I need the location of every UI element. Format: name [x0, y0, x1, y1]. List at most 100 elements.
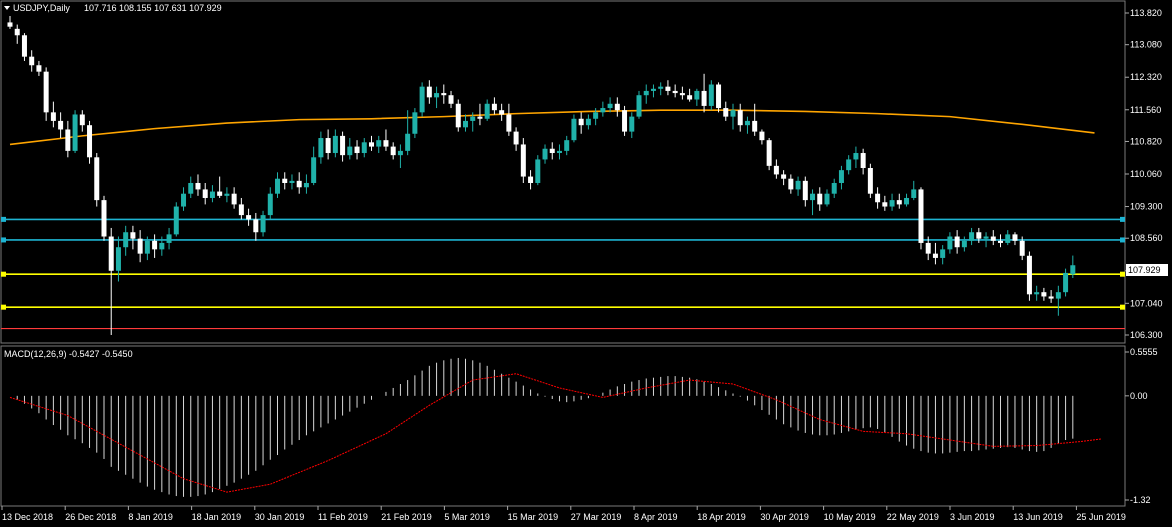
- price-tick-label: 108.560: [1130, 233, 1163, 243]
- candle-body: [434, 93, 440, 98]
- candle-body: [810, 193, 816, 201]
- candle-body: [643, 90, 649, 96]
- candle-body: [998, 240, 1004, 243]
- candle-body: [932, 253, 938, 258]
- candle-body: [115, 247, 121, 271]
- candle-body: [332, 135, 338, 154]
- candle-body: [470, 116, 476, 121]
- candle-body: [369, 142, 374, 147]
- candle-body: [723, 108, 729, 117]
- candle: [600, 101, 606, 117]
- candle: [296, 172, 302, 194]
- symbol-label: USDJPY,Daily: [13, 3, 70, 13]
- candle: [802, 176, 808, 207]
- candle: [643, 84, 649, 104]
- candle-body: [795, 180, 801, 190]
- time-tick-label: 25 Jun 2019: [1076, 512, 1126, 522]
- candle-body: [564, 140, 570, 151]
- candle: [181, 187, 187, 211]
- candle-body: [282, 178, 288, 183]
- candle: [426, 80, 432, 104]
- candle: [506, 103, 512, 136]
- candle: [810, 189, 816, 216]
- candle: [419, 82, 425, 117]
- candle-body: [318, 138, 324, 158]
- price-tick-label: 109.300: [1130, 202, 1163, 212]
- candle: [340, 131, 346, 162]
- candle-body: [7, 22, 13, 27]
- candle-body: [289, 180, 295, 183]
- candle: [455, 99, 461, 132]
- candle-body: [1063, 272, 1069, 293]
- candle: [766, 138, 772, 171]
- level-handle-right-cyan-upper[interactable]: [1120, 216, 1125, 222]
- time-tick-label: 8 Jan 2019: [128, 512, 173, 522]
- candle-body: [687, 95, 693, 100]
- candle-body: [817, 193, 823, 205]
- price-tick-label: 113.080: [1130, 40, 1162, 50]
- level-handle-right-cyan-lower[interactable]: [1120, 237, 1125, 243]
- candle-body: [650, 88, 656, 91]
- time-tick-label: 11 Feb 2019: [318, 512, 368, 522]
- candle-body: [123, 232, 129, 248]
- candle: [412, 108, 418, 139]
- candle: [853, 146, 859, 169]
- candle-body: [137, 238, 143, 254]
- candle: [932, 242, 938, 265]
- symbol-dropdown-icon[interactable]: [4, 6, 10, 10]
- candle: [585, 114, 591, 130]
- candle: [43, 67, 49, 121]
- level-handle-cyan-lower[interactable]: [1, 237, 6, 243]
- level-handle-right-yellow-lower[interactable]: [1120, 304, 1125, 310]
- candle: [318, 131, 324, 164]
- candle-body: [253, 219, 259, 233]
- candle-body: [846, 159, 852, 171]
- candle-body: [593, 112, 599, 119]
- candle-body: [983, 236, 989, 239]
- time-tick-label: 21 Feb 2019: [381, 512, 432, 522]
- candle-body: [556, 150, 562, 154]
- level-handle-cyan-upper[interactable]: [1, 216, 6, 222]
- candle: [838, 165, 844, 190]
- candle: [101, 195, 107, 241]
- price-tick-label: 110.060: [1130, 169, 1162, 179]
- level-handle-yellow-lower[interactable]: [1, 304, 6, 310]
- candle: [79, 110, 85, 132]
- level-handle-right-yellow-upper[interactable]: [1120, 271, 1125, 277]
- candle-body: [101, 200, 107, 237]
- candle-body: [303, 182, 309, 188]
- candle-body: [578, 118, 584, 126]
- candle-body: [397, 150, 403, 156]
- candle-body: [72, 114, 78, 151]
- candle-body: [947, 236, 953, 250]
- time-tick-label: 3 Jun 2019: [950, 512, 995, 522]
- candle: [679, 86, 685, 100]
- candle: [1063, 268, 1069, 297]
- candle-body: [781, 174, 787, 179]
- candle: [14, 24, 20, 44]
- time-axis: 13 Dec 2018 26 Dec 2018 8 Jan 2019 18 Jan 2…: [1, 506, 1126, 522]
- candle: [332, 129, 338, 158]
- candle: [983, 232, 989, 248]
- candle: [687, 88, 693, 102]
- candle: [7, 15, 13, 29]
- macd-tick-label: 0.5555: [1130, 347, 1158, 357]
- macd-indicator: [9, 357, 1102, 497]
- candle-body: [969, 232, 975, 241]
- candle-body: [361, 142, 367, 154]
- candle-body: [462, 120, 468, 128]
- candle-body: [260, 215, 266, 233]
- candle-body: [520, 144, 526, 177]
- time-tick-label: 22 May 2019: [887, 512, 939, 522]
- candle-body: [217, 191, 223, 196]
- current-price-label: 107.929: [1128, 265, 1161, 275]
- candle-body: [896, 200, 902, 205]
- candle: [282, 172, 288, 190]
- candle: [462, 114, 468, 132]
- candle: [694, 88, 700, 106]
- candle-body: [325, 138, 331, 154]
- candle-body: [491, 103, 497, 111]
- candle-body: [940, 249, 946, 258]
- level-handle-yellow-upper[interactable]: [1, 271, 6, 277]
